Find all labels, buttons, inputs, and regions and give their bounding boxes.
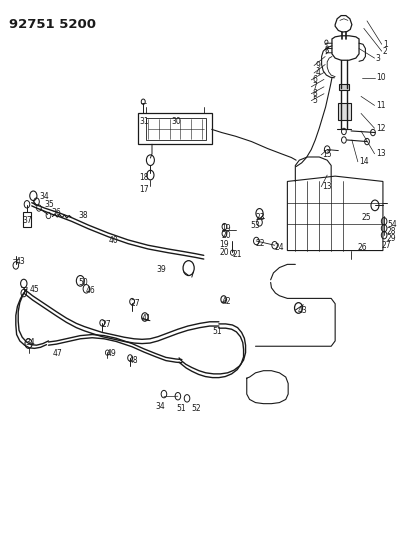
Text: 51: 51 <box>212 327 222 336</box>
Text: 24: 24 <box>275 244 284 253</box>
Text: 29: 29 <box>387 234 396 243</box>
Text: 20: 20 <box>222 231 231 240</box>
Text: 25: 25 <box>361 213 371 222</box>
Text: 34: 34 <box>155 402 165 411</box>
Text: 11: 11 <box>376 101 385 110</box>
Text: 47: 47 <box>52 349 62 358</box>
Text: 6: 6 <box>312 75 317 84</box>
Text: 38: 38 <box>78 211 88 220</box>
Text: 92751 5200: 92751 5200 <box>9 18 96 31</box>
Text: 8: 8 <box>312 89 317 98</box>
Text: 42: 42 <box>221 296 231 305</box>
Text: 43: 43 <box>297 305 307 314</box>
Text: 48: 48 <box>129 356 138 365</box>
Text: 4: 4 <box>315 69 320 77</box>
Text: 9: 9 <box>315 61 320 70</box>
Text: 49: 49 <box>106 349 116 358</box>
Bar <box>22 212 31 227</box>
Text: 17: 17 <box>139 185 149 194</box>
Text: 41: 41 <box>142 314 152 323</box>
Text: 53: 53 <box>251 221 260 230</box>
Text: 39: 39 <box>156 265 166 273</box>
Text: 13: 13 <box>376 149 385 158</box>
Text: 40: 40 <box>109 237 119 246</box>
Text: 7: 7 <box>312 82 317 91</box>
Bar <box>146 118 206 140</box>
Text: 10: 10 <box>376 73 385 82</box>
Text: 28: 28 <box>387 227 396 236</box>
Text: 19: 19 <box>222 224 231 233</box>
Text: 12: 12 <box>376 124 385 133</box>
Text: 22: 22 <box>256 239 265 248</box>
Text: 13: 13 <box>322 182 332 191</box>
Text: 43: 43 <box>16 257 25 265</box>
Text: 51: 51 <box>176 404 186 413</box>
Text: 2: 2 <box>383 47 388 55</box>
Text: 36: 36 <box>52 208 62 217</box>
Text: 15: 15 <box>322 150 332 159</box>
Text: 37: 37 <box>22 216 32 225</box>
Text: 23: 23 <box>256 213 265 222</box>
Text: 18: 18 <box>139 173 149 182</box>
Text: 46: 46 <box>86 286 95 295</box>
Text: 27: 27 <box>381 241 391 250</box>
Text: 31: 31 <box>139 117 149 126</box>
Text: 3: 3 <box>376 54 381 62</box>
Bar <box>338 103 351 120</box>
Text: 52: 52 <box>191 404 201 413</box>
Text: 50: 50 <box>78 278 88 287</box>
Text: 21: 21 <box>233 251 242 260</box>
Text: 19: 19 <box>219 240 229 249</box>
Text: 30: 30 <box>172 117 182 126</box>
Text: 14: 14 <box>359 157 369 166</box>
Text: 1: 1 <box>383 40 388 49</box>
Text: 5: 5 <box>312 96 317 105</box>
Text: 20: 20 <box>219 248 229 257</box>
Text: 54: 54 <box>387 220 397 229</box>
Text: 27: 27 <box>130 299 140 308</box>
Text: 45: 45 <box>30 285 40 294</box>
Text: 26: 26 <box>357 244 367 253</box>
Text: 34: 34 <box>25 338 35 347</box>
Text: 34: 34 <box>40 192 50 201</box>
Bar <box>339 84 350 90</box>
Text: 27: 27 <box>102 320 111 329</box>
Text: 35: 35 <box>44 200 54 209</box>
